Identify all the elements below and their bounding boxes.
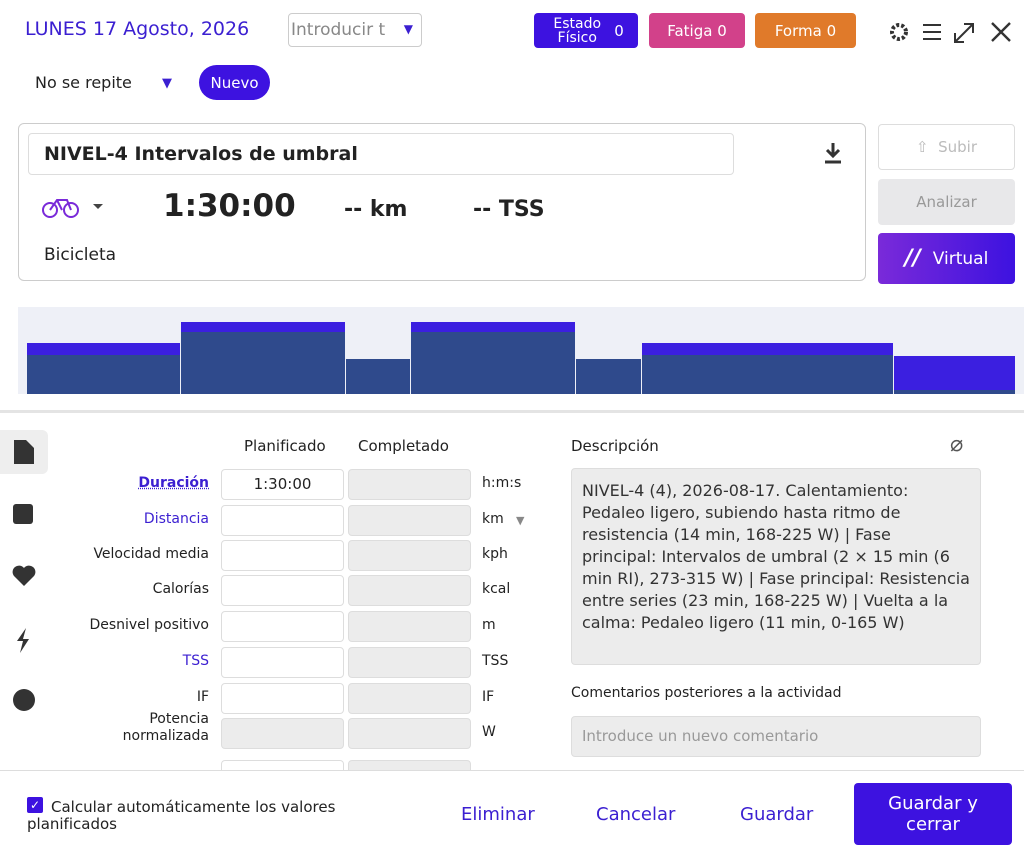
planned-input[interactable]	[221, 683, 344, 714]
upload-icon: ⇧	[916, 138, 939, 156]
save-close-button[interactable]: Guardar y cerrar	[854, 783, 1012, 845]
checkbox[interactable]: ✓	[27, 797, 43, 813]
sport-label: Bicicleta	[44, 245, 117, 265]
planned-input[interactable]	[221, 505, 344, 536]
completed-input[interactable]	[348, 540, 471, 571]
badge-value: 0	[826, 21, 837, 40]
analyze-button[interactable]: Analizar	[878, 179, 1015, 225]
badge-value: 0	[614, 21, 624, 40]
row-label: Calorías	[152, 581, 209, 597]
upload-label: Subir	[938, 138, 977, 156]
row-unit: W	[482, 724, 496, 740]
duration: 1:30:00	[163, 188, 296, 224]
save-button[interactable]: Guardar	[740, 804, 814, 825]
title-field[interactable]: NIVEL-4 Intervalos de umbral	[28, 133, 734, 175]
delete-button[interactable]: Eliminar	[461, 804, 535, 825]
completed-input[interactable]	[348, 469, 471, 500]
completed-input[interactable]	[348, 505, 471, 536]
distance: -- km	[344, 197, 408, 222]
row-label: Desnivel positivo	[89, 617, 209, 633]
completed-input[interactable]	[348, 718, 471, 749]
badge-label: Forma	[774, 21, 822, 40]
repeat-arrow: ▼	[162, 76, 172, 91]
document-tab[interactable]	[14, 440, 34, 464]
description-text[interactable]: NIVEL-4 (4), 2026-08-17. Calentamiento: …	[571, 468, 981, 665]
new-button[interactable]: Nuevo	[199, 65, 270, 100]
row-unit: kph	[482, 546, 508, 562]
window-icons	[890, 22, 1011, 43]
clock-tab[interactable]	[13, 689, 35, 711]
divider	[0, 410, 1024, 413]
attach-icon[interactable]: ⌀	[950, 432, 964, 457]
workout-profile	[0, 307, 1024, 413]
settings-icon[interactable]	[890, 23, 908, 41]
checkbox-label: Calcular automáticamente los valores pla…	[27, 798, 336, 833]
planned-input[interactable]	[221, 611, 344, 642]
power-tab[interactable]	[17, 628, 29, 653]
completed-input[interactable]	[348, 683, 471, 714]
planned-input[interactable]	[221, 575, 344, 606]
menu-icon[interactable]	[923, 24, 941, 40]
cancel-button[interactable]: Cancelar	[596, 804, 676, 825]
badge-value: 0	[717, 21, 727, 40]
row-unit: TSS	[482, 653, 509, 669]
upload-button[interactable]: ⇧ Subir	[878, 124, 1015, 170]
planned-input[interactable]	[221, 540, 344, 571]
badge-label: Estado Físico	[553, 15, 602, 46]
description-label: Descripción	[571, 437, 659, 455]
completed-input[interactable]	[348, 611, 471, 642]
heart-tab[interactable]	[12, 565, 36, 586]
row-unit: h:m:s	[482, 475, 522, 491]
virtual-label: Virtual	[932, 248, 989, 269]
row-unit: IF	[482, 689, 495, 705]
row-label: Potencia normalizada	[122, 711, 209, 744]
planned-input[interactable]: 1:30:00	[221, 469, 344, 500]
completed-input[interactable]	[348, 575, 471, 606]
planned-input[interactable]	[221, 647, 344, 678]
row-unit: m	[482, 617, 496, 633]
row-label: IF	[196, 689, 209, 705]
title-input[interactable]: Introducir t ▼	[288, 13, 422, 47]
sport-icon[interactable]	[41, 192, 105, 222]
repeat-select[interactable]: No se repite	[35, 73, 132, 92]
column-header: Planificado	[244, 437, 326, 455]
stats-tab[interactable]	[13, 504, 33, 524]
unit-dropdown[interactable]: ▼	[516, 514, 525, 527]
row-label[interactable]: Duración	[138, 475, 209, 491]
row-unit: km	[482, 511, 504, 527]
dropdown-arrow: ▼	[403, 22, 413, 36]
comments-label: Comentarios posteriores a la actividad	[571, 685, 842, 701]
input-placeholder: Introducir t	[291, 20, 386, 40]
tss: -- TSS	[473, 197, 545, 222]
row-unit: kcal	[482, 581, 511, 597]
workout-card: NIVEL-4 Intervalos de umbral 1:30:00 -- …	[18, 123, 866, 281]
column-header: Completado	[358, 437, 449, 455]
workout-title: NIVEL-4 Intervalos de umbral	[44, 143, 358, 165]
download-icon[interactable]	[822, 141, 844, 165]
virtual-button[interactable]: // Virtual	[878, 233, 1015, 284]
badge[interactable]: Forma 0	[755, 13, 856, 48]
expand-icon[interactable]	[954, 23, 974, 43]
badge[interactable]: Estado Físico 0	[534, 13, 638, 48]
profile-blocks	[27, 332, 893, 394]
badge[interactable]: Fatiga 0	[649, 13, 745, 48]
virtual-icon: //	[904, 246, 921, 271]
close-icon[interactable]	[991, 22, 1011, 42]
profile-targets	[27, 322, 1015, 394]
date: LUNES 17 Agosto, 2026	[25, 18, 250, 40]
footer: ✓ Calcular automáticamente los valores p…	[0, 770, 1024, 852]
completed-input[interactable]	[348, 647, 471, 678]
comment-input[interactable]: Introduce un nuevo comentario	[571, 716, 981, 757]
side-tabs	[12, 440, 36, 711]
planned-input[interactable]	[221, 718, 344, 749]
row-label[interactable]: Distancia	[143, 511, 209, 527]
row-label[interactable]: TSS	[182, 653, 209, 669]
row-label: Velocidad media	[93, 546, 209, 562]
badge-label: Fatiga	[667, 21, 713, 40]
